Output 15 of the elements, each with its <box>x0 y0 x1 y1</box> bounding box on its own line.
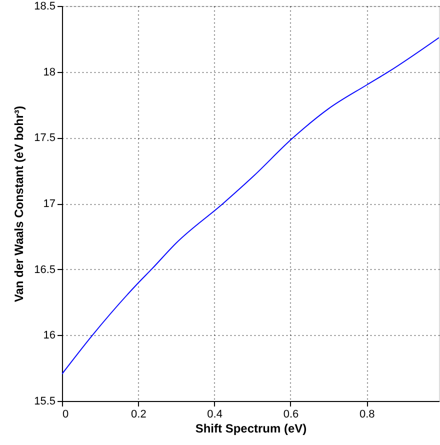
x-axis-title: Shift Spectrum (eV) <box>195 422 307 436</box>
line-series <box>62 37 439 375</box>
x-tick-label: 0.6 <box>283 408 299 420</box>
y-tick-label: 18 <box>43 66 56 78</box>
y-tick-label: 18.5 <box>34 0 56 12</box>
y-tick-label: 17 <box>43 198 56 210</box>
x-tick-label: 0.8 <box>360 408 375 420</box>
y-tick-label: 16 <box>43 330 56 342</box>
y-axis-title: Van der Waals Constant (eV bohr³) <box>12 106 26 302</box>
x-tick-label: 0.4 <box>207 408 222 420</box>
y-tick-label: 16.5 <box>34 264 56 276</box>
y-tick-label: 17.5 <box>34 132 56 144</box>
x-tick-label: 0 <box>62 408 69 420</box>
x-tick-label: 0.2 <box>131 408 146 420</box>
y-tick-label: 15.5 <box>34 396 56 408</box>
